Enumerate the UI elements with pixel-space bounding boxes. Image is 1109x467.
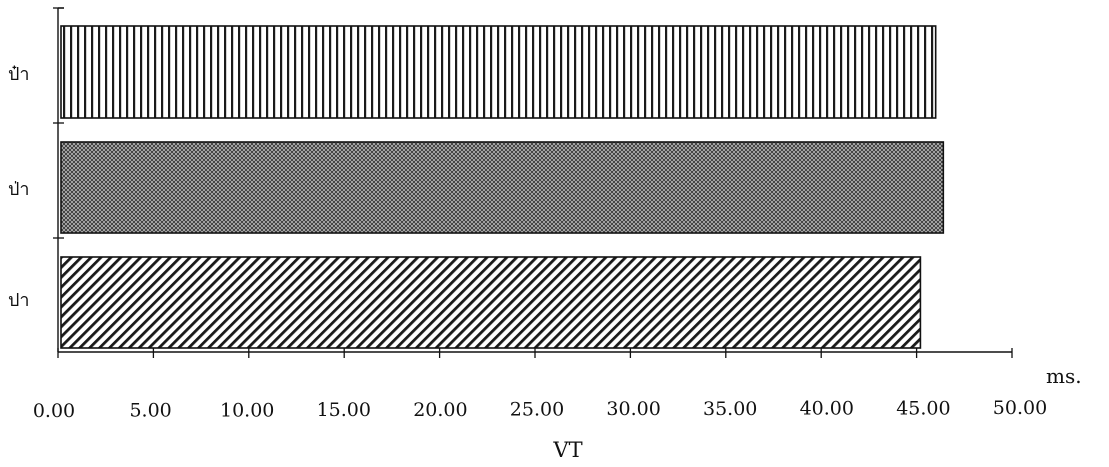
category-label: ปา [8,290,30,311]
x-tick-label: 50.00 [993,397,1047,419]
x-tick-label: 20.00 [413,399,467,421]
x-tick-label: 40.00 [800,398,854,420]
x-tick-label: 45.00 [896,397,950,419]
axes-layer [53,7,1013,358]
bar-3 [60,256,922,349]
bars-layer [60,25,945,349]
x-tick-label: 30.00 [606,398,660,420]
x-axis-unit-label: ms. [1046,364,1082,388]
bar-1 [60,25,937,119]
x-tick-label: 5.00 [129,400,171,422]
category-label: ป่า [8,179,30,200]
x-tick-label: 25.00 [510,399,564,421]
labels-layer: 0.00 5.00 10.00 15.00 20.00 25.00 30.00 35.00 40… [8,64,1047,422]
x-tick-label: 15.00 [317,399,371,421]
x-tick-label: 10.00 [220,399,274,421]
x-tick-label: 35.00 [703,398,757,420]
bar-2 [60,141,945,234]
x-tick-label: 0.00 [33,400,75,422]
x-axis-title: VT [552,438,582,462]
category-label: ป๋า [8,64,30,85]
